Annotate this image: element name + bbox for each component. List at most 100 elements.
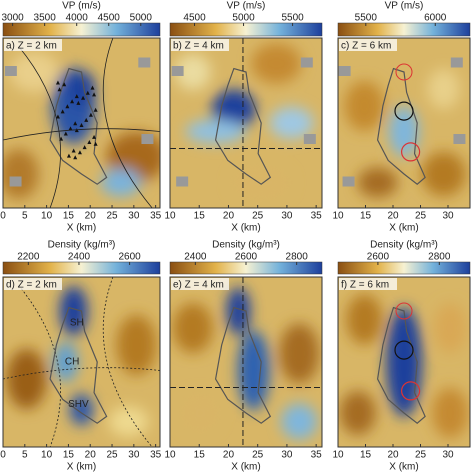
x-tick-label: 35 [311,211,323,222]
x-tick-label: 0 [0,450,6,461]
x-axis-label: X (km) [231,462,260,473]
x-tick-label: 20 [387,450,399,461]
x-tick-label: 35 [150,450,162,461]
panel-label: a) Z = 2 km [6,41,57,52]
annotation: SHV [68,399,89,410]
x-tick-label: 25 [106,450,118,461]
map [170,38,322,208]
station [60,109,65,114]
caldera-outline [376,306,426,424]
station [88,112,93,117]
anomaly [279,323,320,384]
x-tick-label: 30 [128,211,140,222]
station [79,123,84,127]
station [84,117,89,122]
x-tick-label: 10 [164,450,176,461]
station [81,95,86,100]
x-axis-label: X (km) [67,223,96,234]
station [74,94,79,99]
label-box [339,39,397,51]
map-frame [2,276,161,448]
label-box [339,278,397,290]
panel: VP (m/s) 3000 3500 4000 4500 5000 a) Z = 2 km 0… [0,1,162,234]
map-frame [2,37,161,209]
map-frame [169,276,323,448]
no-data [303,134,316,144]
anomaly [180,393,221,433]
anomaly [269,107,314,139]
colorbar-tick-label: 4000 [66,13,89,24]
colorbar-tick-label: 5000 [232,13,255,24]
panel-label: f) Z = 6 km [341,280,389,291]
x-tick-label: 10 [164,211,176,222]
x-tick-label: 0 [0,211,6,222]
station [77,150,82,155]
colorbar-title: Density (kg/m³) [212,240,280,251]
x-tick-label: 5 [22,450,28,461]
x-axis-label: X (km) [231,223,260,234]
map [170,277,322,447]
colorbar-tick-label: 3000 [1,13,24,24]
label-box [4,278,62,290]
label-box [4,39,62,51]
fault [102,38,153,208]
colorbar-tick-label: 2800 [286,252,309,263]
anomaly [339,391,376,435]
x-tick-label: 20 [223,450,235,461]
anomaly [281,403,318,440]
station [55,80,60,85]
anomaly [6,349,47,409]
anomaly [386,307,422,417]
panel-label: b) Z = 4 km [173,41,224,52]
anomaly [434,303,467,353]
anomaly [344,81,385,131]
no-data [171,66,184,76]
anomaly [211,89,256,130]
anomalies [344,69,466,198]
station [55,114,60,119]
colorbar-tick-label: 5500 [355,13,378,24]
x-tick-label: 10 [41,211,53,222]
colorbar-title: VP (m/s) [385,1,424,12]
annotation: CH [65,357,79,368]
colorbar-tick-label: 5500 [281,13,304,24]
colorbar-title: VP (m/s) [227,1,266,12]
marker-circle [394,340,414,360]
anomaly [100,168,141,197]
marker-circle [401,381,421,401]
x-tick-label: 5 [22,211,28,222]
map [3,277,160,447]
x-axis-label: X (km) [389,223,418,234]
panel: Density (kg/m³) 2200 2400 2600 d) Z = 2 km SH… [0,240,161,473]
annotation: SH [70,318,84,329]
x-tick-label: 25 [252,211,264,222]
station [71,148,76,153]
colorbar-title: Density (kg/m³) [370,240,438,251]
colorbar-tick-label: 5000 [130,13,153,24]
x-tick-label: 25 [252,450,264,461]
anomaly [357,167,398,198]
fault [18,46,61,208]
station [63,131,68,136]
anomaly [226,287,251,335]
map [338,277,470,447]
no-data [4,66,17,76]
fault [18,285,61,447]
station [93,107,98,112]
anomalies [339,294,469,438]
marker-circle [401,142,421,162]
station [85,90,90,95]
station [87,140,92,144]
no-data [342,176,355,187]
no-data [300,57,313,68]
colorbar-tick-label: 3500 [34,13,57,24]
station [73,121,78,126]
x-tick-label: 20 [223,211,235,222]
fault [102,277,153,447]
marker-circle [395,63,413,81]
x-tick-label: 20 [85,211,97,222]
map-frame [337,276,471,448]
x-tick-label: 25 [415,450,427,461]
x-tick-label: 35 [150,211,162,222]
anomaly [108,406,149,437]
